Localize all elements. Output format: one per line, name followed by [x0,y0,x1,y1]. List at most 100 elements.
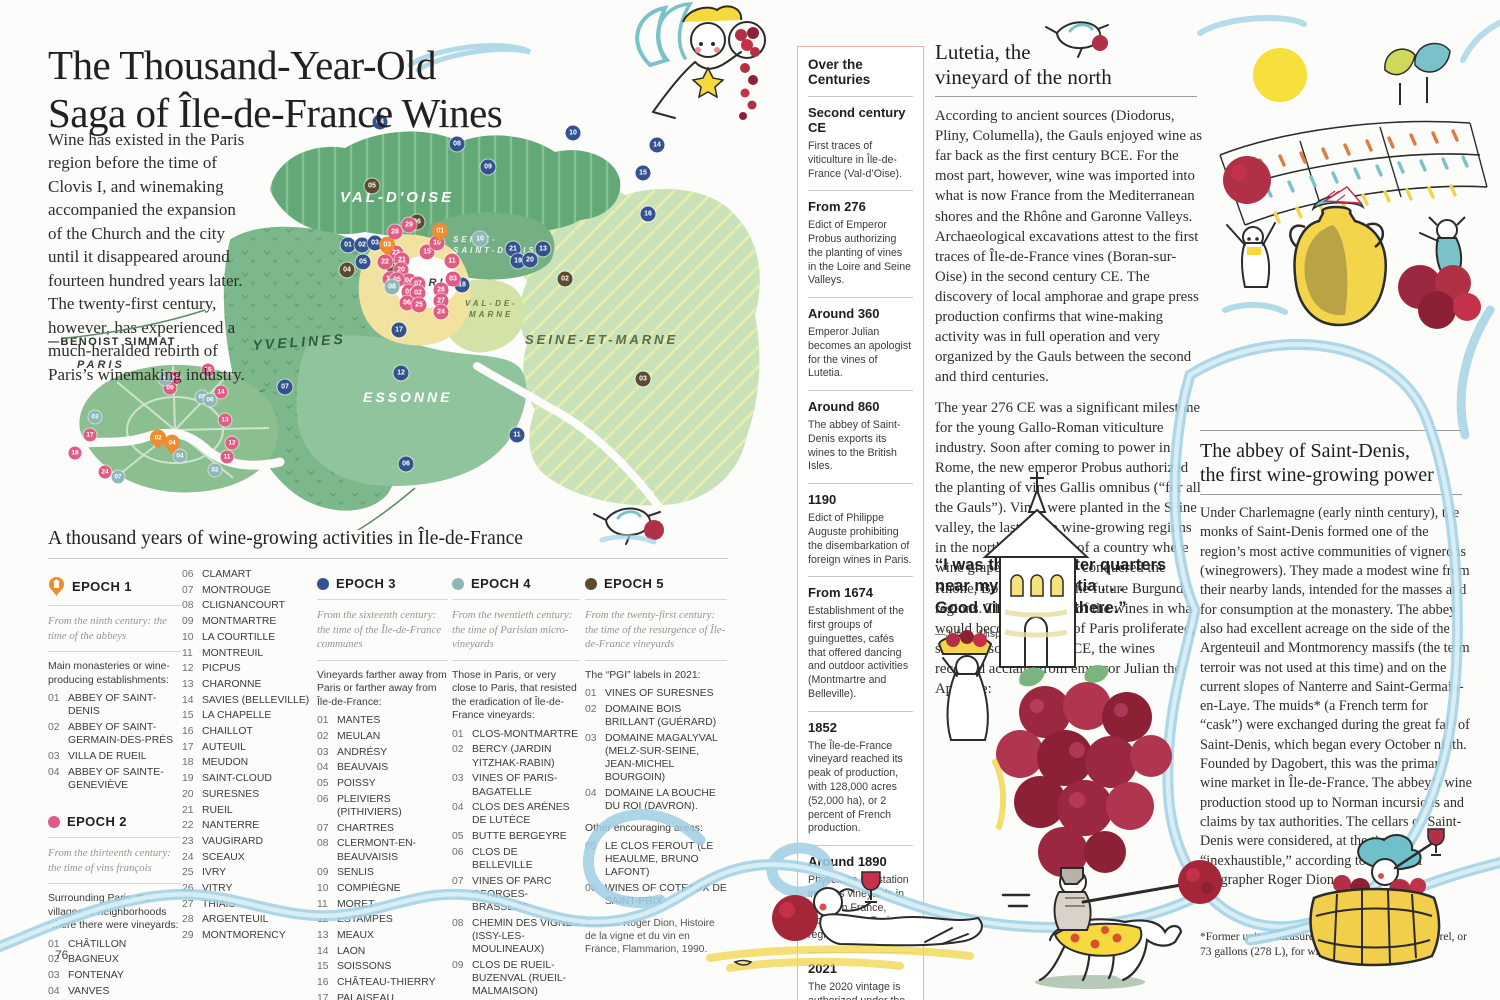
map-connector-lines [64,309,206,339]
list-item: 04 CLOS DES ARÈNES DE LUTÈCE [452,802,570,827]
map-marker-epoch2: 14 [214,385,228,399]
lutetia-rule [935,96,1197,97]
map-marker-epoch3: 07 [277,379,293,395]
region-essonne [296,335,527,486]
map-marker-epoch5: 02 [557,271,573,287]
map-marker-epoch2: 18 [68,446,82,460]
monk-icon [937,630,993,741]
abbey-heading-line2: the first wine-growing power [1200,463,1434,486]
page-title: The Thousand-Year-Old Saga of Île-de-Fra… [48,42,568,137]
epoch4-desc: From the twentieth century: the time of … [452,609,573,651]
map-marker-epoch2: 11 [444,253,460,269]
map-marker-epoch4: 03 [88,410,102,424]
map-label-yvelines: YVELINES [252,331,346,353]
epoch1-desc: From the ninth century: the time of the … [48,615,167,642]
list-item: 26 VITRY [182,883,233,895]
map-marker-epoch2: 11 [220,450,234,464]
map-markers-layer: 04 08 09 10 14 15 16 01 02 03 05 21 13 19 20 18 17 12 07 11… [215,90,775,530]
map-marker-epoch3: 10 [565,125,581,141]
epoch5-desc: From the twenty-first century: the time … [585,609,726,651]
list-item: 19 SAINT-CLOUD [182,773,272,785]
map-marker-epoch2: 03 [445,271,461,287]
page-title-line1: The Thousand-Year-Old [48,42,437,88]
list-item: 13 MEAUX [317,930,374,942]
epoch5-intro-b: Other encouraging areas: [585,822,703,834]
list-item: 02 MEULAN [317,730,381,742]
timeline-entry-text: Edict of Emperor Probus authorizing the … [808,219,912,287]
epoch2-dot-icon [48,815,60,828]
timeline-entry: 1190 Edict of Philippe Auguste prohibiti… [808,483,913,576]
epoch2-desc: From the thirteenth century: the time of… [48,847,171,874]
list-item: 01 VINES OF SURESNES [585,688,714,700]
timeline-entry-text: The abbey of Saint-Denis exports its win… [808,419,901,473]
barrel-rider-figure [1357,828,1445,886]
list-item: 15 LA CHAPELLE [182,710,272,722]
list-item: 09 SENLIS [317,867,374,879]
list-item: 02 BERCY (JARDIN YITZHAK-RABIN) [452,744,555,769]
epoch3-header: EPOCH 3 [317,576,448,591]
grape-pile-icon [992,665,1172,877]
map-marker-epoch4: 01 [158,372,172,386]
list-item: 01 CLOS-MONTMARTRE [452,728,579,740]
list-item: 06 CLOS DE BELLEVILLE [452,846,533,872]
blue-scribble [407,43,532,73]
timeline-entry-text: The 2020 vintage is authorized under the… [808,980,905,1000]
timeline-entry-text: Establishment of the first groups of gui… [808,605,909,700]
list-item: 11 MONTREUIL [182,647,264,659]
list-item: 14 LAON [317,945,366,957]
list-item: 17 PALAISEAU [317,992,394,1000]
abbey-grapes-illustration [937,472,1172,877]
epoch2-header: EPOCH 2 [48,814,181,829]
list-item: 03 DOMAINE MAGALYVAL (MELZ-SUR-SEINE, JEA… [585,732,718,784]
timeline-entry-heading: From 1674 [808,585,874,601]
gaul-figure-left [1226,222,1276,288]
map-marker-epoch3: 20 [522,252,538,268]
vineyard-scene-illustration [1219,42,1488,329]
epoch4-list: 01 CLOS-MONTMARTRE 02 BERCY (JARDIN YITZHAK… [452,728,580,1000]
inset-label-paris: PARIS [77,359,125,371]
list-item: 06 PLEIVIERS (PITHIVIERS) [317,793,402,818]
list-item: 03 VILLA DE RUEIL [48,750,147,762]
epoch3-desc: From the sixteenth century: the time of … [317,609,442,651]
list-item: 04 VANVES [48,985,110,997]
map-marker-epoch2: 24 [98,465,112,479]
map-marker-epoch3: 19 [510,253,526,269]
page-number-left: 76 [55,948,69,962]
map-marker-epoch3: 04 [372,114,388,130]
map-marker-epoch2: 06 [399,295,415,311]
list-item: 02 BAGNEUX [48,954,119,966]
epoch4-intro: Those in Paris, or very close to Paris, … [452,669,577,722]
map-marker-epoch2: 17 [83,428,97,442]
list-item: 14 SAVIES (BELLEVILLE) [182,694,310,706]
timeline-entry: 1852 The Île-de-France vineyard reached … [808,710,913,845]
list-item: 01 ABBEY OF SAINT-DENIS [48,693,157,718]
timeline-entry-heading: 1190 [808,492,837,508]
list-item: 13 CHARONNE [182,678,262,690]
lutetia-heading: Lutetia, the vineyard of the north [935,40,1205,90]
river-top-illustration [1456,305,1495,440]
epoch5-dot-icon [585,577,597,590]
map-marker-epoch3: 01 [340,237,356,253]
map-marker-epoch4: 06 [203,393,217,407]
page-title-line2: Saga of Île-de-France Wines [48,89,503,136]
timeline-entry-heading: From 276 [808,199,866,215]
epoch3-intro: Vineyards farther away from Paris or far… [317,669,447,708]
map-label-ssd-2: SAINT-DENIS [453,246,537,255]
list-item: 04 BEAUVAIS [317,762,389,774]
map-marker-epoch3: 15 [635,165,651,181]
abbey-rule-bottom [1200,494,1462,495]
list-item: 17 AUTEUIL [182,741,246,753]
dove-illustration [593,507,664,545]
reclining-drinker-illustration [706,871,983,972]
map-marker-epoch3: 12 [393,365,409,381]
list-item: 18 MEUDON [182,757,249,769]
church-icon [982,472,1090,668]
blue-scribble [1197,14,1307,36]
timeline-entry-text: Emperor Julian becomes an apologist for … [808,326,912,380]
wine-glass-icon [841,871,881,912]
list-item: 21 RUEIL [182,804,233,816]
map-marker-epoch2: 25 [411,297,427,313]
map-marker-epoch4: 08 [384,279,400,295]
legend-heading: A thousand years of wine-growing activit… [48,528,523,549]
